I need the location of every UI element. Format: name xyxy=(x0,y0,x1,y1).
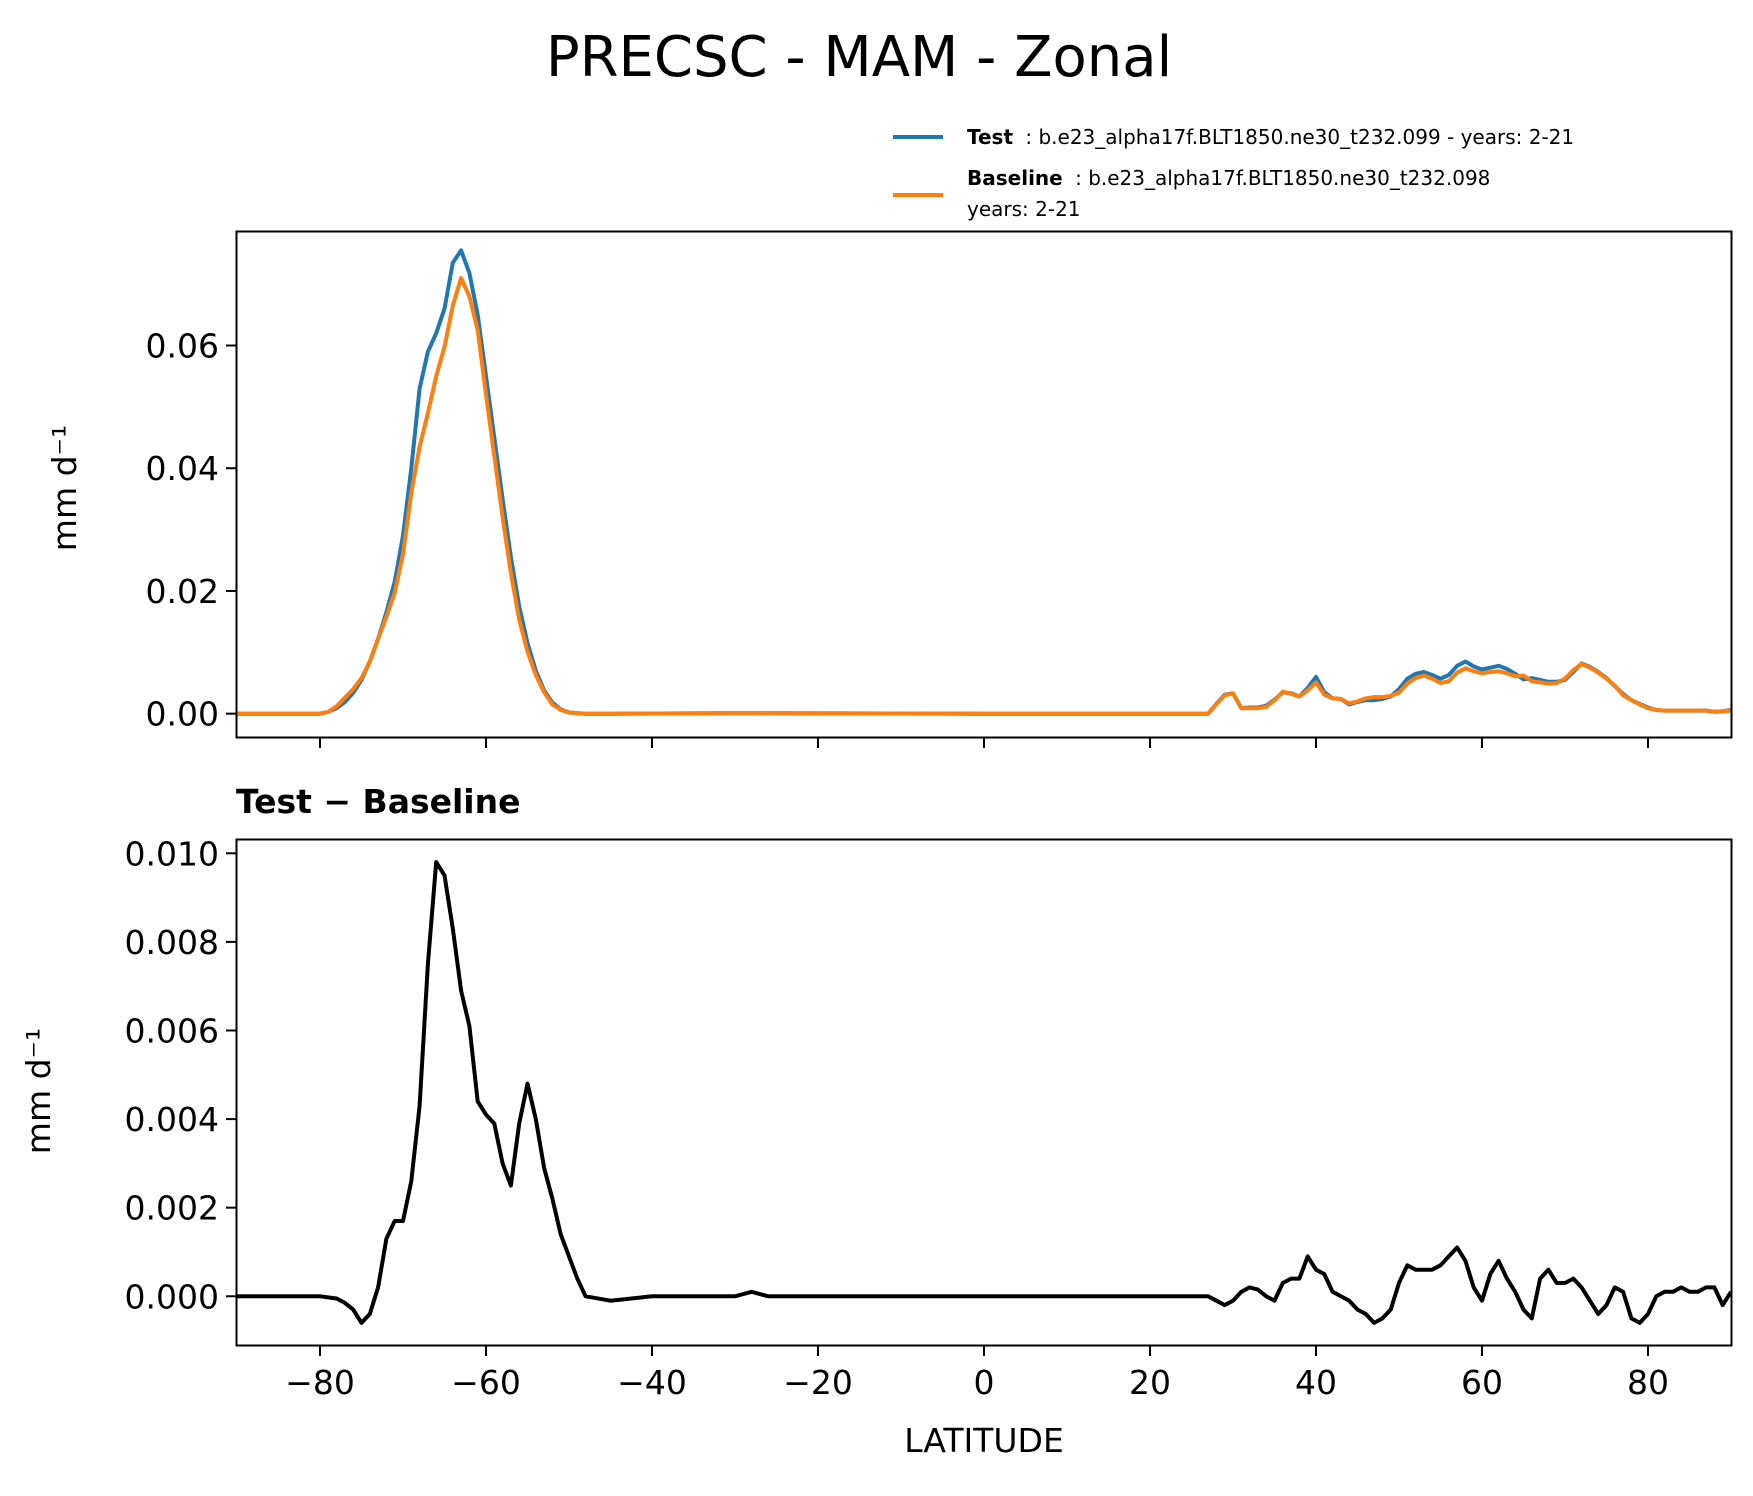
bottom-x-tick-label: 40 xyxy=(1295,1363,1337,1402)
top-plot-frame xyxy=(235,230,1733,739)
bottom-plot-frame xyxy=(235,838,1733,1347)
bottom-x-tick-label: −80 xyxy=(285,1363,355,1402)
top-y-axis-label: mm d⁻¹ xyxy=(45,425,84,551)
svg-text:Test : b.e23_alpha17f.BL: Test : b.e23_alpha17f.BLT1850.ne30_t232.… xyxy=(967,125,1574,149)
bottom-x-tick-label: −60 xyxy=(451,1363,521,1402)
bottom-y-tick-label: 0.010 xyxy=(125,834,219,873)
bottom-y-tick-label: 0.008 xyxy=(125,923,219,962)
legend-baseline-desc: : b.e23_alpha17f.BLT1850.ne30_t232.098 xyxy=(1075,166,1490,190)
top-series-group xyxy=(237,248,1732,716)
bottom-y-tick-label: 0.006 xyxy=(125,1011,219,1050)
bottom-y-tick-label: 0.004 xyxy=(125,1100,219,1139)
bottom-series-group xyxy=(237,860,1733,1325)
top-y-ticks: 0.00 0.02 0.04 0.06 xyxy=(146,327,237,734)
top-y-tick-label: 0.04 xyxy=(146,449,219,488)
figure-title: PRECSC - MAM - Zonal xyxy=(546,25,1172,90)
bottom-x-tick-label: 20 xyxy=(1129,1363,1171,1402)
legend: Test : b.e23_alpha17f.BLT1850.ne30_t232.… xyxy=(893,125,1574,221)
bottom-x-axis-label: LATITUDE xyxy=(904,1421,1064,1460)
top-y-tick-label: 0.00 xyxy=(146,695,219,734)
bottom-y-ticks: 0.000 0.002 0.004 0.006 0.008 0.010 xyxy=(125,834,237,1316)
legend-test-name: Test xyxy=(967,125,1013,149)
legend-test-desc: : b.e23_alpha17f.BLT1850.ne30_t232.099 -… xyxy=(1025,125,1574,149)
bottom-panel-title: Test − Baseline xyxy=(236,782,521,821)
top-series-baseline xyxy=(237,276,1732,716)
bottom-x-tick-label: 80 xyxy=(1627,1363,1669,1402)
bottom-x-ticks: −80 −60 −40 −20 0 20 40 60 80 xyxy=(285,1345,1669,1402)
bottom-x-tick-label: −20 xyxy=(783,1363,853,1402)
top-y-tick-label: 0.02 xyxy=(146,572,219,611)
bottom-x-tick-label: 0 xyxy=(974,1363,995,1402)
bottom-y-tick-label: 0.002 xyxy=(125,1189,219,1228)
bottom-y-axis-label: mm d⁻¹ xyxy=(19,1028,58,1154)
svg-text:Baseline : b.e23_alpha17: Baseline : b.e23_alpha17f.BLT1850.ne30_t… xyxy=(967,166,1490,190)
bottom-series-test-baseline xyxy=(237,860,1733,1325)
top-panel: mm d⁻¹ 0.00 0.02 0.04 0.06 xyxy=(45,230,1733,748)
bottom-panel: Test − Baseline mm d⁻¹ 0.0000.0020.0040.… xyxy=(19,782,1733,1460)
legend-baseline-name: Baseline xyxy=(967,166,1063,190)
legend-baseline-desc2: years: 2-21 xyxy=(967,197,1081,221)
top-x-ticks xyxy=(319,737,1649,748)
top-y-tick-label: 0.06 xyxy=(146,327,219,366)
bottom-y-tick-label: 0.000 xyxy=(125,1277,219,1316)
bottom-x-tick-label: −40 xyxy=(617,1363,687,1402)
bottom-x-tick-label: 60 xyxy=(1461,1363,1503,1402)
